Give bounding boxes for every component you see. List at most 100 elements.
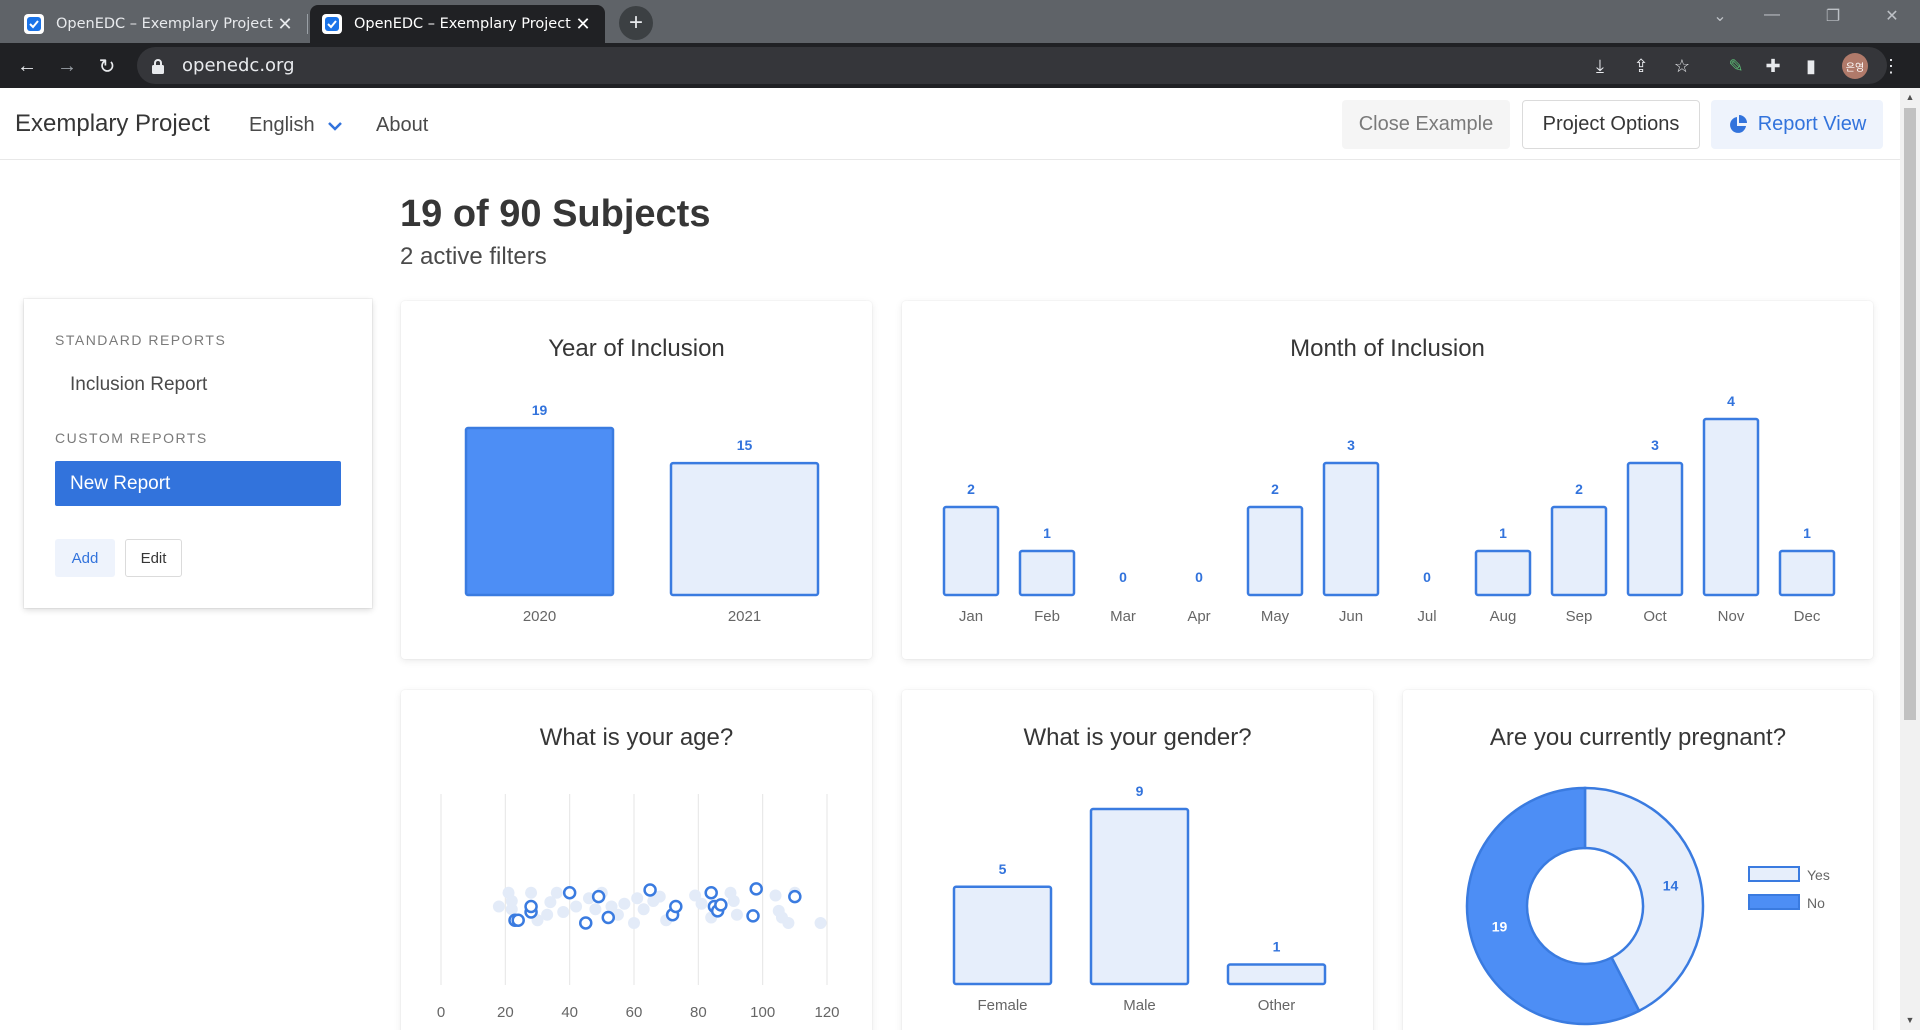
bar-value-label: 9 [1136,783,1144,799]
bar[interactable] [952,885,1053,986]
report-view-button[interactable]: Report View [1711,100,1883,149]
extension-pen-icon[interactable]: ✎ [1728,55,1744,76]
bar[interactable] [1474,549,1532,597]
bar[interactable] [942,505,1000,597]
reload-icon[interactable]: ↻ [98,55,116,78]
bar[interactable] [464,426,615,597]
install-app-icon[interactable]: ⤓ [1596,55,1604,76]
back-icon[interactable]: ← [17,54,37,77]
browser-tab-1[interactable]: OpenEDC – Exemplary Project ✕ [12,5,307,43]
checkbox-favicon-icon [24,14,44,34]
scatter-point [605,900,618,913]
bar[interactable] [1226,963,1327,986]
month-of-inclusion-chart: 2 Jan 1 Feb 0 Mar 0 Apr 2 May 3 Jun 0 Jul 1 Aug 2 Sep 3 Oct… [942,393,1836,625]
close-tab-icon[interactable]: ✕ [575,13,591,34]
close-tab-icon[interactable]: ✕ [277,13,293,34]
scatter-point [814,917,827,929]
browser-tab-2[interactable]: OpenEDC – Exemplary Project ✕ [310,5,605,43]
legend-swatch [1748,866,1800,882]
scatter-point-filtered [704,886,718,900]
x-tick-label: Apr [1187,608,1210,625]
bar-value-label: 0 [1119,569,1127,585]
project-options-button[interactable]: Project Options [1522,100,1700,149]
slice-value-label: 19 [1492,919,1508,935]
project-title[interactable]: Exemplary Project [15,110,210,137]
restore-icon[interactable]: ❐ [1825,8,1841,25]
close-window-icon[interactable]: ✕ [1885,8,1899,25]
standard-reports-label: STANDARD REPORTS [55,332,227,348]
donut-slice[interactable] [1583,786,1705,1013]
slice-value-label: 14 [1663,877,1679,893]
gender-card: What is your gender? 5 Female 9 Male 1 Other [902,690,1373,1030]
x-tick-label: 20 [497,1004,514,1021]
x-tick-label: Jul [1417,608,1436,625]
scatter-point-filtered [643,883,657,897]
about-link[interactable]: About [376,114,429,136]
language-select[interactable]: English [249,114,343,137]
x-tick-label: 2020 [523,608,556,625]
year-of-inclusion-chart: 19 2020 15 2021 [464,402,820,625]
side-panel-icon[interactable]: ▮ [1806,55,1816,76]
menu-item-inclusion-report[interactable]: Inclusion Report [70,374,208,395]
forward-icon[interactable]: → [57,54,77,77]
more-menu-icon[interactable]: ⋮ [1882,55,1900,76]
tab-separator [307,14,308,34]
scatter-point [695,897,708,910]
x-tick-label: Jun [1339,608,1363,625]
browser-tab-strip: OpenEDC – Exemplary Project ✕ OpenEDC – … [0,0,1920,43]
bar-value-label: 1 [1273,939,1281,955]
bar[interactable] [1246,505,1304,597]
page-scrollbar[interactable]: ▲ ▼ [1900,88,1920,1030]
x-tick-label: 2021 [728,608,761,625]
x-tick-label: 80 [690,1004,707,1021]
scatter-point-filtered [579,916,593,930]
scrollbar-thumb[interactable] [1904,108,1916,720]
scatter-point-filtered [511,913,525,927]
bar[interactable] [1322,461,1380,597]
bar-value-label: 3 [1651,437,1659,453]
profile-avatar[interactable]: 은영 [1842,53,1868,79]
bar[interactable] [1626,461,1684,597]
age-chart: 0 20 40 60 80 100 120 [437,794,840,1021]
scroll-up-icon[interactable]: ▲ [1905,92,1915,102]
pregnant-card: Are you currently pregnant? 14 Yes 19 No [1403,690,1873,1030]
scatter-point [653,890,666,903]
x-tick-label: Mar [1110,608,1136,625]
report-view-label: Report View [1757,113,1867,135]
bar-value-label: 5 [999,861,1007,877]
bar[interactable] [1778,549,1836,597]
address-bar[interactable]: openedc.org [137,47,1887,84]
bar[interactable] [1550,505,1608,597]
bar[interactable] [669,461,820,597]
scatter-point [492,900,505,913]
minimize-icon[interactable]: — [1764,6,1780,23]
bookmark-star-icon[interactable]: ☆ [1673,55,1691,76]
scatter-point [541,908,554,921]
tab-search-icon[interactable]: ⌄ [1713,8,1727,25]
bar[interactable] [1702,417,1760,597]
legend-label: Yes [1807,867,1830,883]
close-example-button[interactable]: Close Example [1342,100,1510,149]
x-tick-label: Dec [1794,608,1821,625]
scatter-point [550,886,563,899]
tab-title: OpenEDC – Exemplary Project [354,16,571,32]
extensions-puzzle-icon[interactable]: ✚ [1765,55,1781,76]
menu-item-new-report[interactable]: New Report [55,461,341,506]
bar-value-label: 3 [1347,437,1355,453]
edit-report-button[interactable]: Edit [125,539,182,577]
language-label: English [249,114,315,136]
share-icon[interactable]: ⇪ [1633,55,1649,76]
bar[interactable] [1089,807,1190,986]
x-tick-label: 0 [437,1004,445,1021]
scatter-point-filtered [746,909,760,923]
new-tab-button[interactable]: + [619,6,653,40]
scroll-down-icon[interactable]: ▼ [1905,1015,1915,1025]
scatter-point-filtered [669,899,683,914]
bar-value-label: 2 [1575,481,1583,497]
donut-slice[interactable] [1465,786,1641,1026]
bar[interactable] [1018,549,1076,597]
add-report-button[interactable]: Add [55,539,115,577]
bar-value-label: 19 [532,402,548,418]
chart-title: Year of Inclusion [548,335,725,362]
x-tick-label: Oct [1643,608,1667,625]
